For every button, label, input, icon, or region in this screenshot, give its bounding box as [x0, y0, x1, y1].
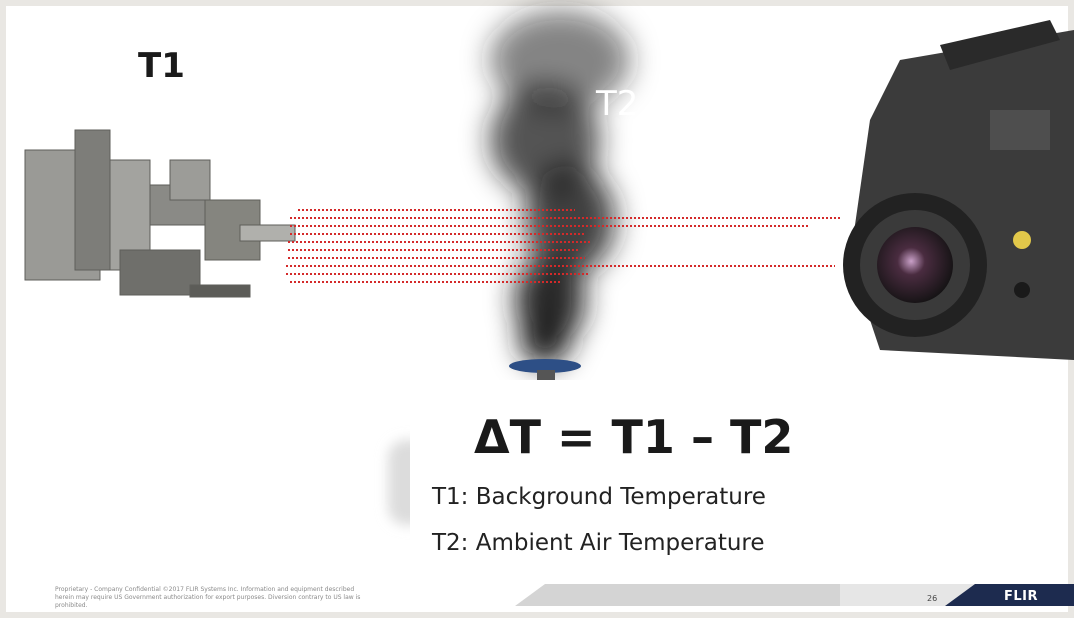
- legend-item: T2: Ambient Air Temperature: [432, 530, 765, 556]
- plant-illustration: [24, 129, 296, 298]
- page-number: 26: [927, 594, 938, 603]
- logo: FLIR: [1004, 589, 1039, 604]
- smoke: [490, 10, 630, 365]
- t1-label: T1: [138, 46, 185, 86]
- equation: ΔT = T1 – T2: [474, 410, 794, 464]
- infrared-paths: [286, 209, 840, 283]
- logo-band: [945, 584, 1074, 606]
- legend-item: T1: Background Temperature: [432, 484, 766, 510]
- text-panel: [410, 380, 710, 580]
- camera: [843, 20, 1074, 360]
- valve-wheel: [509, 359, 581, 373]
- t2-label: T2: [596, 84, 639, 124]
- disclaimer: Proprietary - Company Confidential ©2017…: [55, 586, 361, 609]
